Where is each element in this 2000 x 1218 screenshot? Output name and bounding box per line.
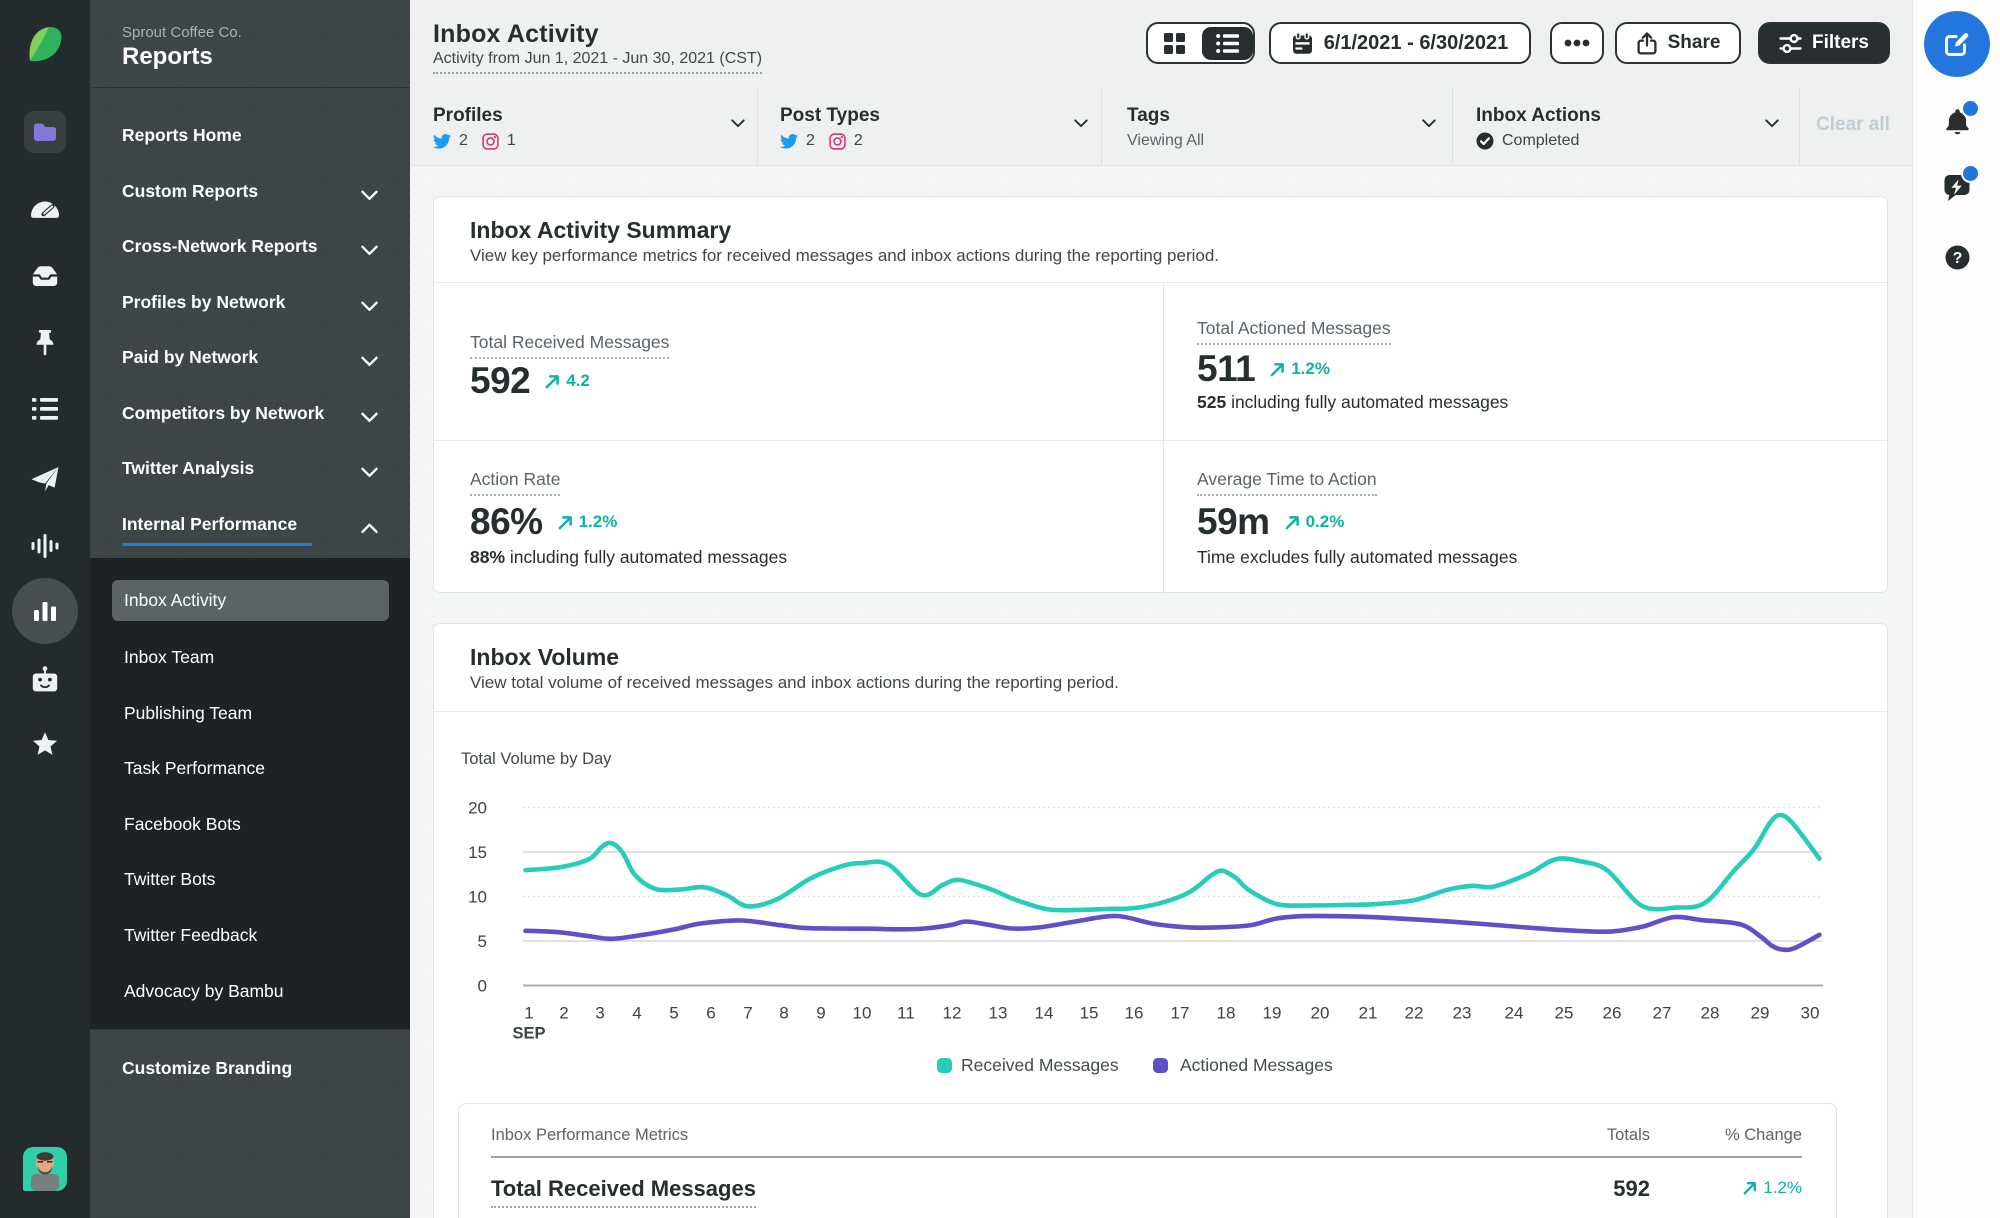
svg-text:10: 10	[853, 1004, 872, 1023]
svg-text:5: 5	[478, 932, 487, 951]
svg-text:6: 6	[706, 1004, 715, 1023]
svg-text:23: 23	[1453, 1004, 1472, 1023]
svg-text:2: 2	[559, 1004, 568, 1023]
svg-text:SEP: SEP	[512, 1025, 545, 1043]
svg-text:17: 17	[1171, 1004, 1190, 1023]
svg-text:25: 25	[1555, 1004, 1574, 1023]
svg-text:3: 3	[595, 1004, 604, 1023]
svg-text:24: 24	[1505, 1004, 1524, 1023]
svg-text:8: 8	[779, 1004, 788, 1023]
svg-text:10: 10	[468, 888, 487, 907]
svg-text:15: 15	[1080, 1004, 1099, 1023]
svg-text:11: 11	[897, 1004, 915, 1023]
svg-text:18: 18	[1217, 1004, 1236, 1023]
svg-text:20: 20	[1311, 1004, 1330, 1023]
svg-text:15: 15	[468, 843, 487, 862]
svg-text:12: 12	[943, 1004, 962, 1023]
svg-text:0: 0	[478, 977, 487, 996]
svg-text:27: 27	[1653, 1004, 1672, 1023]
svg-text:30: 30	[1801, 1004, 1820, 1023]
svg-text:13: 13	[989, 1004, 1008, 1023]
svg-text:19: 19	[1263, 1004, 1282, 1023]
svg-text:20: 20	[468, 799, 487, 818]
svg-text:?: ?	[1953, 250, 1963, 267]
svg-text:14: 14	[1035, 1004, 1054, 1023]
svg-text:Actioned Messages: Actioned Messages	[1180, 1055, 1333, 1075]
svg-text:Received Messages: Received Messages	[961, 1055, 1119, 1075]
svg-text:Total Volume by Day: Total Volume by Day	[461, 750, 612, 768]
svg-text:7: 7	[743, 1004, 752, 1023]
svg-text:4: 4	[632, 1004, 641, 1023]
svg-text:21: 21	[1359, 1004, 1378, 1023]
svg-text:5: 5	[669, 1004, 678, 1023]
svg-text:29: 29	[1751, 1004, 1770, 1023]
svg-text:1: 1	[524, 1004, 533, 1023]
svg-text:22: 22	[1405, 1004, 1424, 1023]
svg-text:16: 16	[1125, 1004, 1144, 1023]
svg-text:9: 9	[816, 1004, 825, 1023]
svg-text:28: 28	[1701, 1004, 1720, 1023]
svg-text:26: 26	[1603, 1004, 1622, 1023]
